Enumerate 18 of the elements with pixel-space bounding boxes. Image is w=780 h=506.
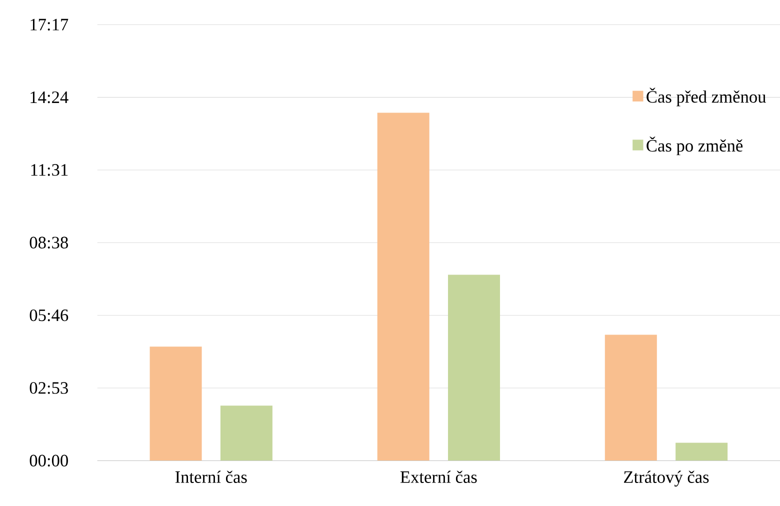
bar	[150, 346, 202, 461]
bar	[377, 112, 430, 461]
x-tick-label: Interní čas	[175, 470, 247, 483]
x-tick-label: Externí čas	[400, 470, 477, 483]
y-tick-label: 11:31	[31, 164, 68, 176]
y-tick-label: 17:17	[30, 18, 68, 31]
bar	[604, 334, 657, 461]
y-tick-label: 05:46	[30, 309, 68, 322]
y-tick-label: 08:38	[30, 236, 68, 249]
legend-label: Čas po změně	[646, 136, 743, 156]
y-tick-label: 00:00	[30, 454, 68, 467]
x-tick-label: Ztrátový čas	[624, 470, 709, 487]
bar	[676, 442, 728, 461]
y-tick-label: 14:24	[30, 91, 68, 104]
legend-label: Čas před změnou	[646, 88, 766, 106]
bar	[448, 274, 500, 461]
y-tick-label: 02:53	[30, 382, 68, 394]
bar	[220, 406, 272, 461]
